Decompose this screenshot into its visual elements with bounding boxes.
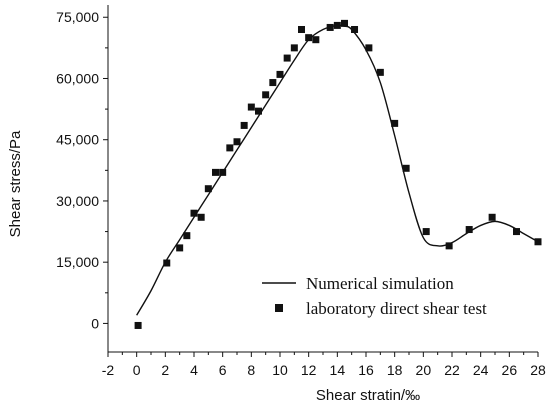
lab-data-point <box>305 34 313 42</box>
x-tick-label: 22 <box>444 362 460 378</box>
lab-data-point <box>255 107 262 115</box>
lab-data-point <box>422 228 430 236</box>
lab-data-point <box>376 68 384 76</box>
simulation-line <box>136 24 539 316</box>
x-tick-label: 24 <box>473 362 489 378</box>
lab-data-point <box>204 185 212 193</box>
lab-data-point <box>445 242 453 250</box>
x-tick-label: 8 <box>247 362 255 378</box>
y-tick-label: 15,000 <box>56 254 99 270</box>
lab-data-point <box>465 226 473 234</box>
lab-data-point <box>212 168 219 176</box>
lab-data-point <box>326 23 334 31</box>
y-axis-ticks: 0 15,000 30,000 45,000 60,000 75,000 <box>56 9 108 331</box>
y-tick-label: 0 <box>91 315 99 331</box>
lab-data-point <box>176 244 184 252</box>
x-tick-label: 2 <box>161 362 169 378</box>
x-tick-label: 18 <box>387 362 403 378</box>
lab-data-point <box>262 91 270 99</box>
lab-data-point <box>233 138 241 146</box>
legend-label-simulation: Numerical simulation <box>306 274 454 293</box>
chart-legend: Numerical simulation laboratory direct s… <box>262 274 487 318</box>
lab-data-point <box>183 232 191 240</box>
lab-data-point <box>488 213 496 221</box>
lab-data-point <box>333 21 341 29</box>
legend-point-swatch <box>275 304 283 312</box>
lab-data-point <box>298 25 305 33</box>
lab-data-point <box>365 44 373 52</box>
x-tick-label: 4 <box>190 362 198 378</box>
lab-data-point <box>351 25 359 33</box>
lab-data-point <box>134 321 142 329</box>
y-tick-label: 30,000 <box>56 193 99 209</box>
lab-data-point <box>290 44 298 52</box>
lab-data-point <box>219 168 227 176</box>
x-tick-label: 10 <box>272 362 288 378</box>
laboratory-test-series <box>134 19 542 329</box>
lab-data-point <box>163 259 171 267</box>
lab-data-point <box>269 79 277 87</box>
x-axis-title: Shear stratin/‰ <box>316 387 420 404</box>
lab-data-point <box>283 54 291 62</box>
x-tick-label: 14 <box>330 362 346 378</box>
x-tick-label: 26 <box>502 362 518 378</box>
lab-data-point <box>534 238 542 246</box>
x-tick-label: 16 <box>358 362 374 378</box>
x-tick-label: 28 <box>530 362 546 378</box>
y-tick-label: 60,000 <box>56 70 99 86</box>
lab-data-point <box>197 213 205 221</box>
legend-label-laboratory: laboratory direct shear test <box>306 299 487 318</box>
x-tick-label: -2 <box>102 362 115 378</box>
lab-data-point <box>276 70 284 78</box>
x-axis-ticks: -2 0 2 4 6 8 10 12 14 16 18 20 22 24 26 28 <box>102 352 546 378</box>
numerical-simulation-series <box>136 24 539 316</box>
lab-data-point <box>190 209 198 217</box>
lab-data-point <box>240 121 248 129</box>
x-tick-label: 0 <box>133 362 141 378</box>
x-tick-label: 20 <box>416 362 432 378</box>
y-tick-label: 45,000 <box>56 132 99 148</box>
x-tick-label: 12 <box>301 362 317 378</box>
lab-data-point <box>312 36 320 44</box>
lab-data-point <box>513 228 520 236</box>
y-tick-label: 75,000 <box>56 9 99 25</box>
lab-data-point <box>341 19 348 27</box>
lab-data-point <box>391 119 399 127</box>
y-axis-title: Shear stress/Pa <box>7 130 24 237</box>
lab-data-point <box>247 103 255 111</box>
lab-data-point <box>402 164 410 172</box>
x-tick-label: 6 <box>219 362 227 378</box>
lab-data-point <box>226 144 234 152</box>
